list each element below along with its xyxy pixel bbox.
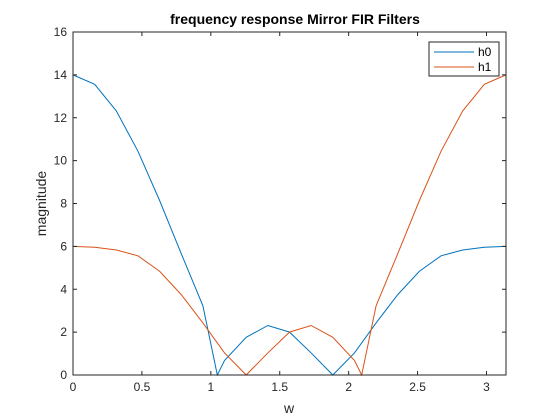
series-layer xyxy=(72,74,507,377)
legend-label-h1: h1 xyxy=(478,60,492,74)
y-tick-label: 16 xyxy=(54,25,68,39)
y-tick-label: 14 xyxy=(54,68,68,82)
y-tick-label: 2 xyxy=(60,325,67,339)
y-tick-label: 12 xyxy=(54,111,68,125)
x-tick-label: 1 xyxy=(207,380,214,394)
y-tick-label: 6 xyxy=(60,239,67,253)
legend-box xyxy=(428,41,500,77)
chart-title: frequency response Mirror FIR Filters xyxy=(170,11,420,27)
y-tick-label: 4 xyxy=(60,282,67,296)
x-tick-label: 2.5 xyxy=(409,380,426,394)
y-axis: 0 2 4 6 8 10 12 14 16 xyxy=(54,25,506,382)
x-tick-label: 0.5 xyxy=(134,380,151,394)
y-tick-label: 8 xyxy=(60,197,67,211)
x-axis-label: w xyxy=(283,400,295,416)
x-tick-label: 3 xyxy=(483,380,490,394)
y-tick-label: 0 xyxy=(60,368,67,382)
x-tick-label: 2 xyxy=(345,380,352,394)
plot-area xyxy=(73,32,506,375)
legend-label-h0: h0 xyxy=(478,45,492,59)
y-tick-label: 10 xyxy=(54,154,68,168)
series-line-h0 xyxy=(72,74,507,377)
x-tick-label: 1.5 xyxy=(271,380,288,394)
x-tick-label: 0 xyxy=(70,380,77,394)
series-line-h1 xyxy=(72,74,507,377)
legend: h0 h1 xyxy=(428,41,500,77)
x-axis: 0 0.5 1 1.5 2 2.5 3 xyxy=(70,32,490,394)
y-axis-label: magnitude xyxy=(33,171,49,237)
